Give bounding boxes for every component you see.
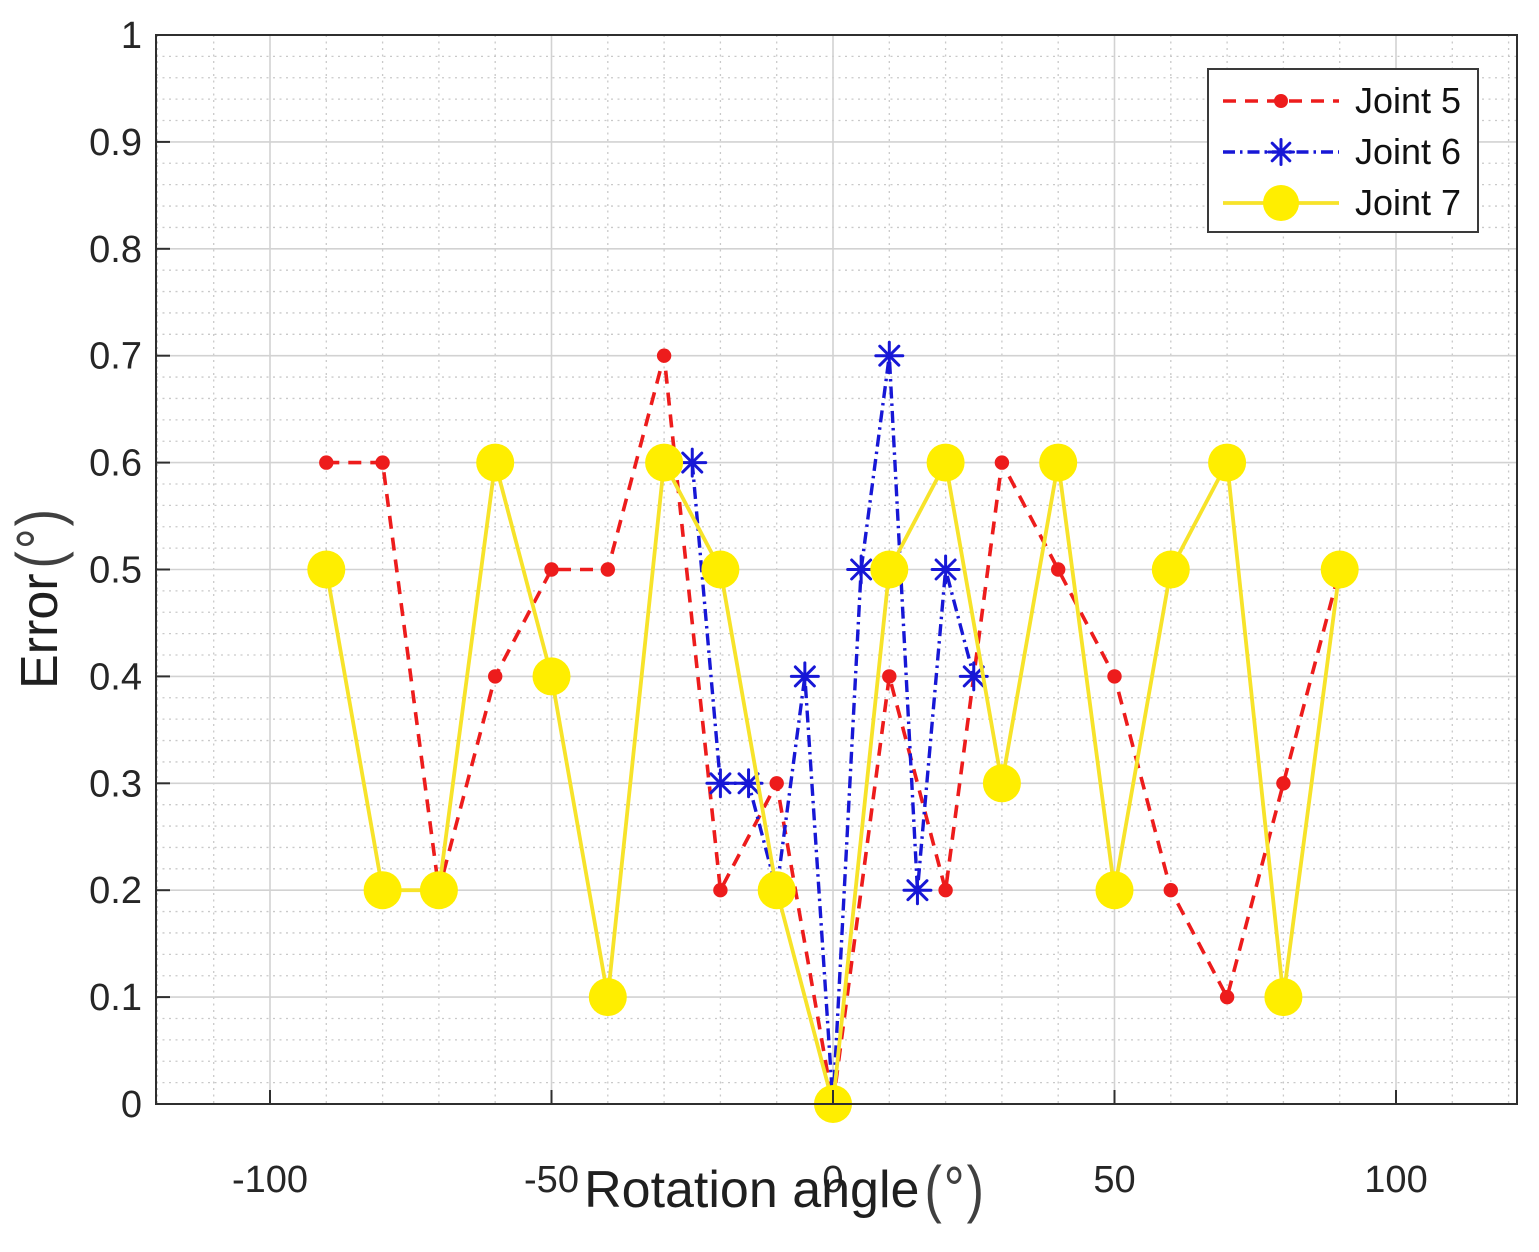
y-tick-label: 0.6: [89, 443, 142, 485]
y-tick-label: 0.8: [89, 229, 142, 271]
y-axis-label: Error(°): [5, 507, 76, 689]
x-tick-label: -50: [524, 1159, 579, 1201]
x-tick-label: 0: [822, 1159, 843, 1201]
legend-label-joint6: Joint 6: [1355, 130, 1462, 172]
y-tick-label: 1: [121, 15, 142, 57]
y-tick-label: 0.3: [89, 763, 142, 805]
legend-line-sample-joint7: [1223, 184, 1339, 221]
y-tick-label: 0.5: [89, 550, 142, 592]
y-tick-label: 0.1: [89, 977, 142, 1019]
x-axis-label-text: Rotation angle: [584, 1161, 920, 1219]
y-tick-label: 0.4: [89, 656, 142, 698]
y-tick-label: 0.2: [89, 870, 142, 912]
legend-item-joint6: Joint 6: [1209, 126, 1477, 177]
y-axis-unit: (°): [4, 507, 76, 569]
x-tick-label: 100: [1364, 1159, 1427, 1201]
x-axis-label: Rotation angle(°): [120, 1155, 1450, 1226]
legend-label-joint5: Joint 5: [1355, 79, 1462, 121]
y-tick-label: 0.9: [89, 122, 142, 164]
y-tick-label: 0: [121, 1084, 142, 1126]
legend-item-joint7: Joint 7: [1209, 177, 1477, 228]
x-axis-unit: (°): [924, 1154, 986, 1226]
legend-label-joint7: Joint 7: [1355, 181, 1462, 223]
legend-item-joint5: Joint 5: [1209, 75, 1477, 126]
x-tick-label: 50: [1093, 1159, 1135, 1201]
legend-line-sample-joint6: [1223, 137, 1339, 166]
legend-line-sample-joint5: [1223, 93, 1339, 108]
y-tick-label: 0.7: [89, 336, 142, 378]
y-axis-label-text: Error: [11, 573, 69, 689]
x-tick-label: -100: [232, 1159, 308, 1201]
series-joint7: [307, 443, 1359, 1123]
legend: Joint 5 Joint 6 Joint 7: [1207, 68, 1479, 233]
